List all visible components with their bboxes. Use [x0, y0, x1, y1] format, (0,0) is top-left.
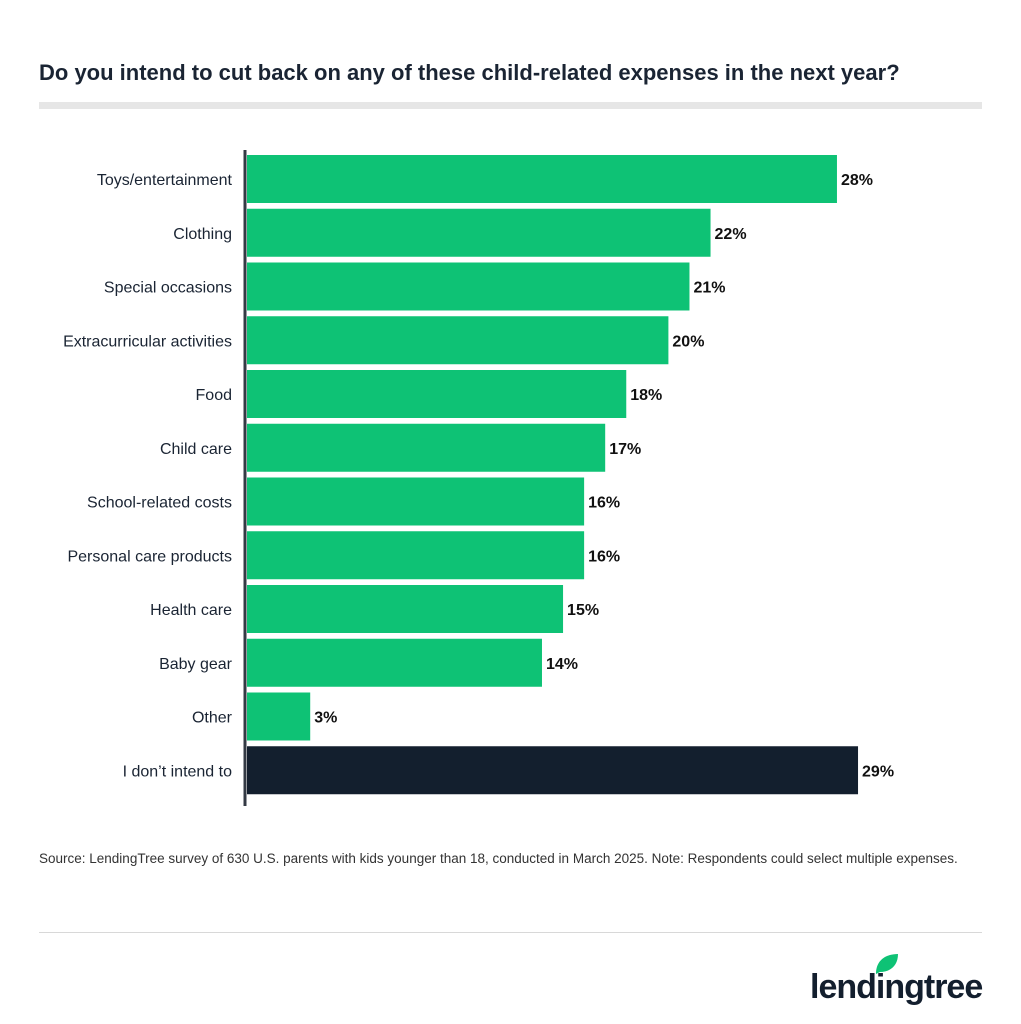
footer-divider: [39, 932, 982, 933]
category-label: I don’t intend to: [123, 763, 233, 780]
category-label: Food: [196, 387, 232, 404]
bar: [247, 531, 585, 580]
value-label: 3%: [314, 710, 337, 727]
title-divider: [39, 102, 982, 109]
category-label: Toys/entertainment: [97, 172, 233, 189]
value-label: 16%: [588, 495, 620, 512]
bar: [247, 370, 627, 418]
lendingtree-logo: lendingtree: [810, 950, 990, 1010]
category-label: Baby gear: [159, 656, 233, 673]
value-label: 29%: [862, 763, 894, 780]
value-label: 16%: [588, 548, 620, 565]
leaf-icon: [876, 954, 898, 974]
value-label: 17%: [609, 441, 641, 458]
value-label: 20%: [672, 333, 704, 350]
category-label: School-related costs: [87, 495, 232, 512]
bar: [247, 262, 690, 311]
bar: [247, 155, 837, 203]
category-label: Personal care products: [67, 548, 232, 565]
bar: [247, 316, 669, 365]
bar: [247, 423, 606, 472]
bar: [247, 692, 311, 741]
svg-text:lendingtree: lendingtree: [810, 968, 982, 1005]
chart-title: Do you intend to cut back on any of thes…: [39, 60, 900, 85]
value-label: 22%: [715, 226, 747, 243]
category-label: Other: [192, 710, 233, 727]
category-label: Special occasions: [104, 280, 232, 297]
category-label: Clothing: [173, 226, 232, 243]
bar: [247, 208, 711, 257]
source-note: Source: LendingTree survey of 630 U.S. p…: [39, 851, 958, 866]
value-label: 18%: [630, 387, 662, 404]
value-label: 14%: [546, 656, 578, 673]
bar-chart: Toys/entertainment 28% Clothing 22% Special …: [63, 150, 894, 806]
bar: [247, 746, 859, 795]
bar: [247, 638, 542, 687]
category-label: Child care: [160, 441, 232, 458]
value-label: 21%: [693, 280, 725, 297]
bar: [247, 477, 585, 526]
bar: [247, 585, 564, 633]
category-label: Health care: [150, 602, 232, 619]
value-label: 28%: [841, 172, 873, 189]
category-label: Extracurricular activities: [63, 333, 232, 350]
value-label: 15%: [567, 602, 599, 619]
